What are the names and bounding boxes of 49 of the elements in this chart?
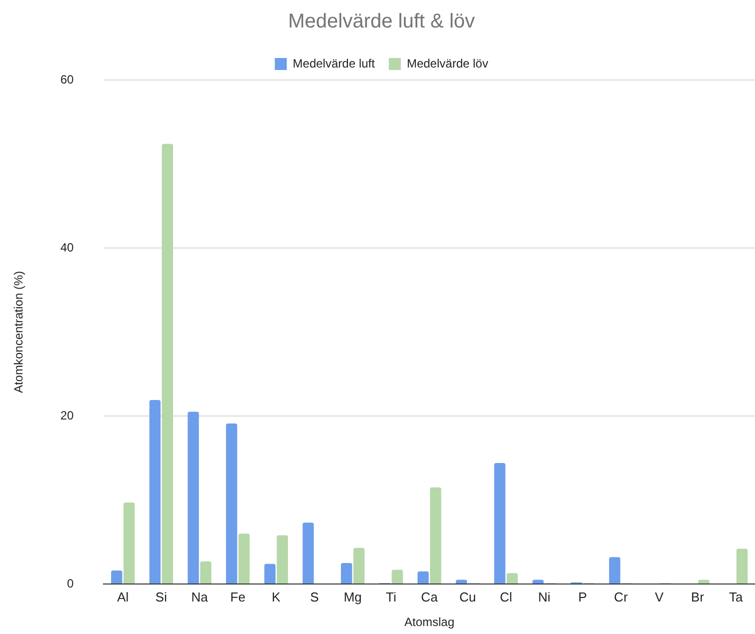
x-tick-label: Cl bbox=[500, 589, 512, 604]
bar bbox=[340, 563, 352, 584]
x-tick-label: V bbox=[654, 589, 664, 604]
bar bbox=[226, 424, 238, 584]
chart-title: Medelvärde luft & löv bbox=[288, 10, 475, 33]
x-tick-label: Fe bbox=[230, 589, 246, 604]
x-tick-label: Cu bbox=[459, 589, 476, 604]
bar bbox=[353, 548, 365, 584]
bar bbox=[188, 412, 199, 584]
bar bbox=[456, 580, 468, 584]
bar bbox=[162, 144, 174, 584]
bar bbox=[609, 557, 620, 584]
bar bbox=[392, 570, 403, 584]
bar bbox=[506, 573, 518, 584]
bar bbox=[430, 487, 442, 584]
x-tick-label: Ca bbox=[421, 589, 438, 604]
x-tick-label: Br bbox=[691, 589, 705, 604]
bar bbox=[200, 561, 212, 584]
bar bbox=[111, 570, 122, 584]
x-tick-label: Si bbox=[155, 589, 168, 604]
bar bbox=[302, 522, 314, 584]
bar bbox=[124, 502, 135, 584]
bar bbox=[149, 400, 161, 584]
bar bbox=[532, 580, 544, 584]
bar bbox=[264, 564, 276, 584]
bar bbox=[494, 463, 506, 584]
legend-label: Medelvärde luft bbox=[292, 56, 376, 70]
x-tick-label: Ni bbox=[538, 589, 551, 604]
y-tick-label: 20 bbox=[60, 408, 74, 422]
x-tick-label: P bbox=[578, 589, 587, 604]
x-tick-label: S bbox=[310, 589, 320, 604]
x-tick-label: Cr bbox=[614, 589, 628, 604]
x-tick-label: Al bbox=[117, 589, 129, 604]
x-tick-label: Ti bbox=[386, 589, 396, 604]
y-tick-label: 60 bbox=[60, 72, 74, 86]
x-axis-title: Atomslag bbox=[404, 615, 454, 630]
y-tick-label: 0 bbox=[67, 576, 74, 590]
x-tick-label: Mg bbox=[344, 589, 362, 604]
bar bbox=[276, 535, 288, 584]
x-tick-label: Na bbox=[191, 589, 209, 604]
bar bbox=[698, 580, 710, 584]
bar bbox=[238, 534, 250, 584]
x-tick-label: Ta bbox=[728, 589, 744, 604]
bar bbox=[418, 571, 429, 584]
legend-label: Medelvärde löv bbox=[406, 56, 488, 70]
y-tick-label: 40 bbox=[60, 240, 74, 254]
x-tick-label: K bbox=[272, 589, 281, 604]
bar bbox=[736, 548, 748, 584]
y-axis-title: Atomkoncentration (%) bbox=[12, 270, 26, 394]
